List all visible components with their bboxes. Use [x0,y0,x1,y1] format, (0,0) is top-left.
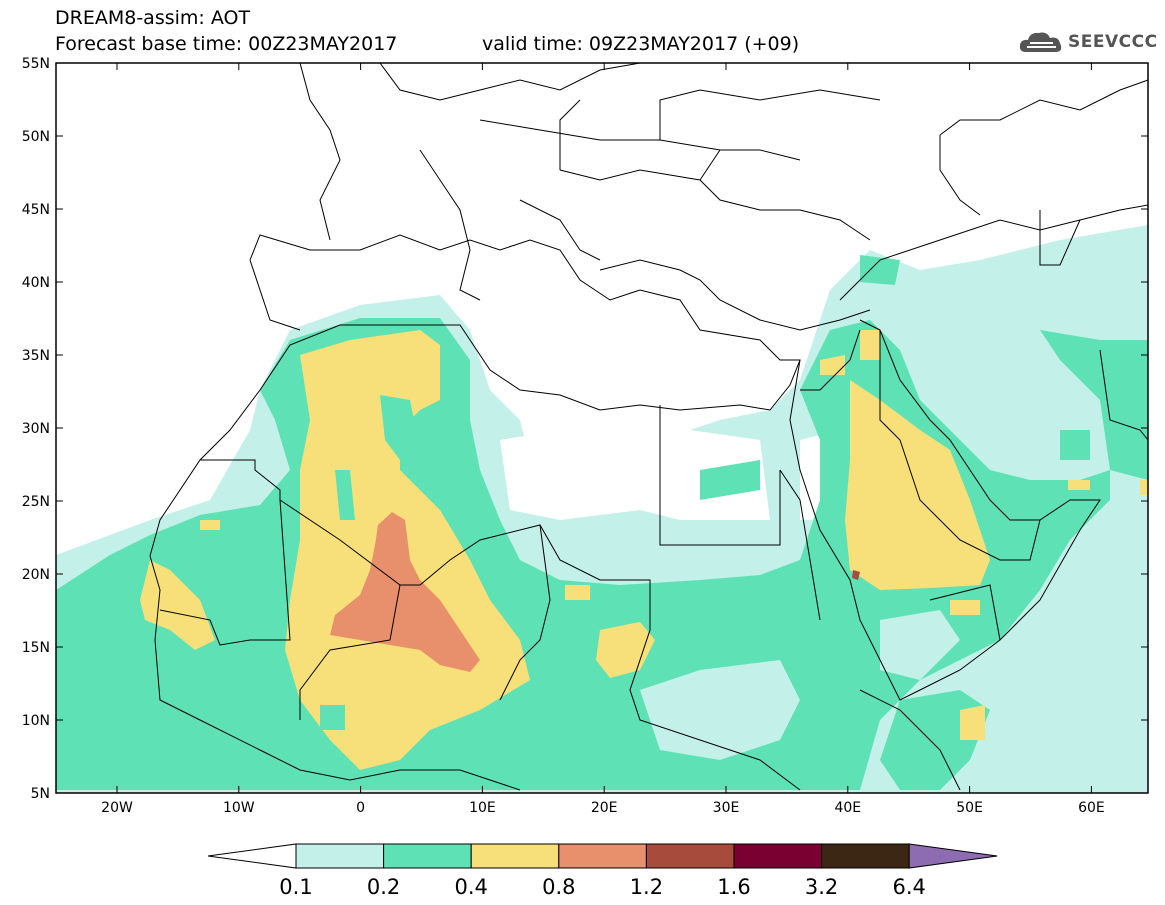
aot-level-2-inner [270,380,420,730]
colorbar-max-triangle [908,843,998,869]
lat-label: 15N [22,640,50,656]
colorbar-box [821,843,910,869]
lon-label: 20E [591,800,618,816]
valid-time: valid time: 09Z23MAY2017 (+09) [482,33,800,55]
lon-label: 60E [1078,800,1105,816]
colorbar-label: 1.6 [717,875,750,899]
lat-label: 10N [22,713,50,729]
lon-label: 50E [956,800,983,816]
lat-label: 25N [22,494,50,510]
cloud-icon [1019,32,1062,52]
aot-level-5 [852,570,860,580]
lat-label: 55N [22,56,50,72]
lon-label: 20W [101,800,133,816]
colorbar-label: 3.2 [805,875,838,899]
longitude-axis: 20W 10W 0 10E 20E 30E 40E 50E 60E [101,63,1105,816]
lat-label: 20N [22,567,50,583]
aot-level-4 [330,512,480,672]
lat-label: 35N [22,348,50,364]
lon-label: 40E [834,800,861,816]
seevccc-logo: SEEVCCC [1018,28,1158,56]
colorbar-label: 0.4 [454,875,487,899]
logo-text: SEEVCCC [1068,32,1158,52]
colorbar-label: 0.2 [367,875,400,899]
colorbar-box [383,843,472,869]
aot-field [56,225,1148,793]
colorbar-label: 1.2 [630,875,663,899]
colorbar-box [470,843,560,869]
colorbar-min-triangle [207,843,297,869]
colorbar-box [558,843,647,869]
lat-label: 40N [22,275,50,291]
colorbar: 0.1 0.2 0.4 0.8 1.2 1.6 3.2 6.4 [207,843,998,899]
colorbar-box [645,843,735,869]
lon-label: 0 [356,800,365,816]
colorbar-label: 6.4 [892,875,925,899]
coastlines-borders [149,63,1148,791]
aot-level-1-inner [640,610,960,760]
map-title: DREAM8-assim: AOT [55,7,251,29]
lat-label: 45N [22,202,50,218]
lon-label: 30E [713,800,740,816]
lat-label: 30N [22,421,50,437]
colorbar-box [733,843,823,869]
forecast-base-time: Forecast base time: 00Z23MAY2017 [55,33,398,55]
lon-label: 10E [469,800,496,816]
lat-label: 5N [31,786,50,802]
colorbar-label: 0.8 [542,875,575,899]
lat-label: 50N [22,129,50,145]
colorbar-label: 0.1 [279,875,312,899]
colorbar-box [295,843,385,869]
lon-label: 10W [223,800,255,816]
latitude-axis: 55N 50N 45N 40N 35N 30N 25N 20N 15N 10N 5N [22,56,1148,802]
